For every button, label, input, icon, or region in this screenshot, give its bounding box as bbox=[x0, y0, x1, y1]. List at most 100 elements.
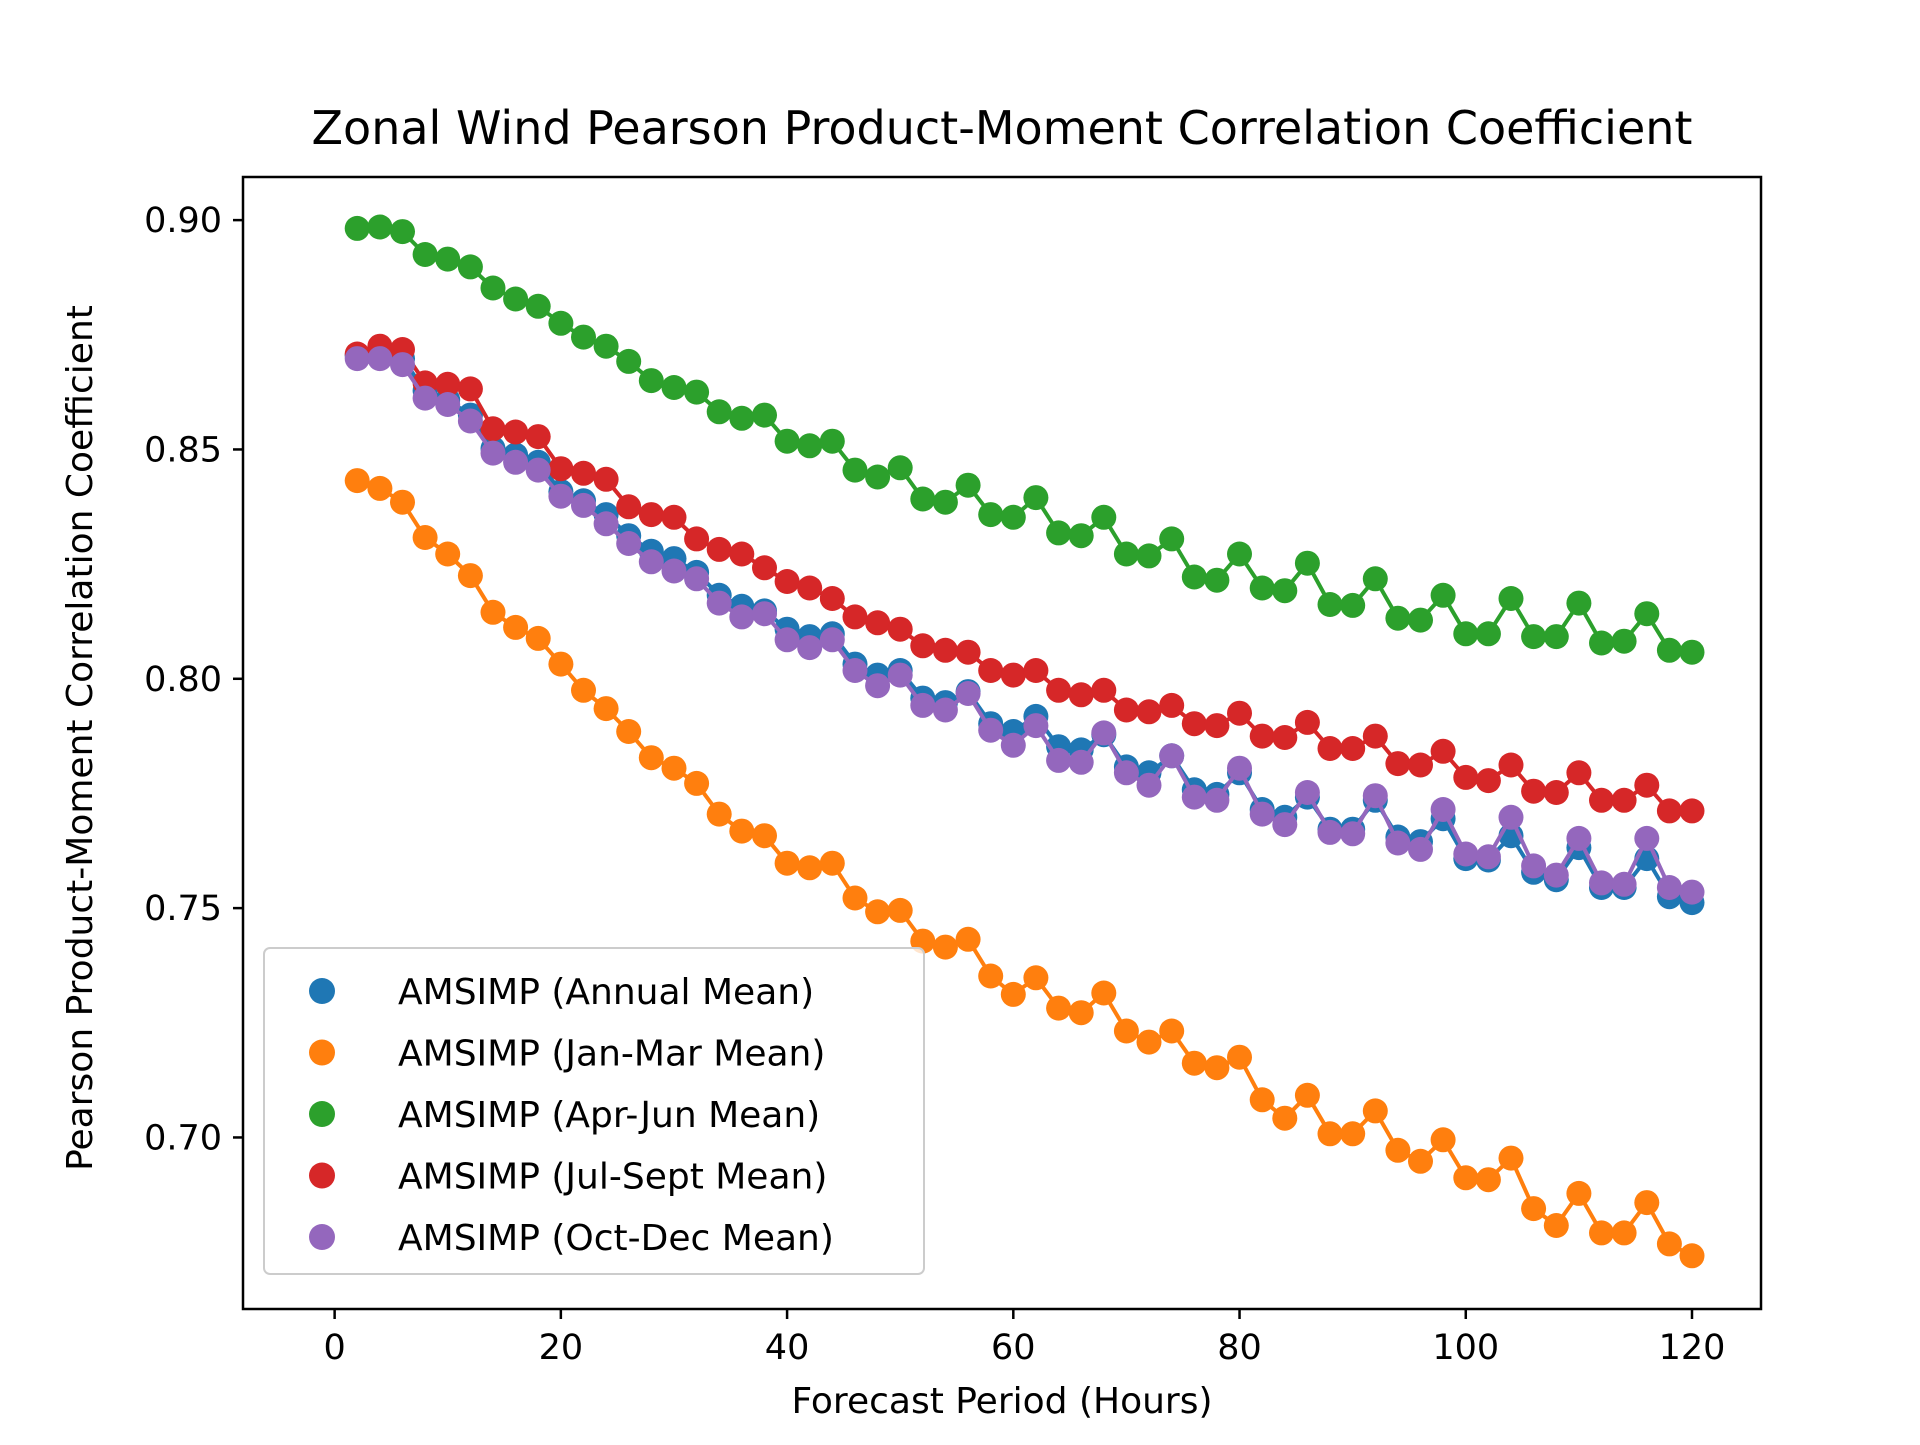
data-point bbox=[1475, 844, 1501, 870]
data-point bbox=[865, 464, 891, 490]
data-point bbox=[638, 745, 664, 771]
data-point bbox=[932, 697, 958, 723]
data-point bbox=[706, 590, 732, 616]
data-point bbox=[910, 633, 936, 659]
data-point bbox=[1385, 605, 1411, 631]
data-point bbox=[1543, 862, 1569, 888]
data-point bbox=[1385, 1137, 1411, 1163]
data-point bbox=[1000, 981, 1026, 1007]
data-point bbox=[1475, 1167, 1501, 1193]
x-tick-label: 60 bbox=[991, 1328, 1036, 1368]
legend-marker bbox=[309, 1162, 335, 1189]
data-point bbox=[1475, 621, 1501, 647]
data-point bbox=[1023, 658, 1049, 683]
data-point bbox=[1475, 768, 1501, 794]
data-point bbox=[932, 637, 958, 663]
data-point bbox=[1136, 699, 1162, 725]
data-point bbox=[797, 635, 823, 661]
data-point bbox=[435, 392, 461, 417]
axes-frame bbox=[241, 175, 1763, 1311]
data-point bbox=[752, 823, 777, 849]
data-point bbox=[638, 549, 664, 575]
data-point bbox=[1204, 567, 1230, 593]
data-point bbox=[503, 449, 529, 475]
data-point bbox=[593, 696, 619, 722]
data-point bbox=[1091, 504, 1117, 530]
data-point bbox=[1227, 700, 1252, 726]
data-point bbox=[729, 405, 755, 431]
data-point bbox=[1362, 783, 1388, 809]
data-point bbox=[1136, 543, 1162, 569]
data-point bbox=[1181, 784, 1207, 810]
data-point bbox=[1294, 709, 1320, 735]
data-point bbox=[1000, 662, 1026, 688]
data-point bbox=[842, 658, 868, 683]
data-point bbox=[1136, 772, 1162, 798]
data-point bbox=[865, 899, 891, 925]
data-point bbox=[1294, 1082, 1320, 1108]
data-point bbox=[1000, 732, 1026, 758]
data-point bbox=[1566, 590, 1592, 616]
data-point bbox=[1385, 830, 1411, 856]
data-point bbox=[752, 402, 777, 428]
data-point bbox=[571, 677, 596, 703]
data-point bbox=[1181, 564, 1207, 590]
data-point bbox=[1589, 787, 1614, 813]
data-point bbox=[390, 352, 415, 378]
data-point bbox=[797, 855, 823, 881]
data-point bbox=[1408, 607, 1433, 633]
data-point bbox=[571, 460, 596, 486]
data-point bbox=[1611, 628, 1637, 654]
data-point bbox=[955, 639, 981, 665]
data-point bbox=[1679, 639, 1705, 665]
data-point bbox=[1679, 798, 1705, 824]
data-point bbox=[1227, 755, 1252, 781]
data-point bbox=[1317, 592, 1343, 617]
legend-label: AMSIMP (Annual Mean) bbox=[398, 972, 814, 1013]
plot-area: 0 20 40 60 80 100 120 0.70 0.75 0.80 0.85 0.90 bbox=[144, 175, 1763, 1368]
data-point bbox=[1589, 1220, 1614, 1246]
data-point bbox=[1430, 582, 1456, 608]
data-point bbox=[638, 368, 664, 394]
data-point bbox=[1113, 697, 1139, 723]
data-point bbox=[1159, 692, 1185, 718]
data-point bbox=[1227, 541, 1252, 567]
data-point bbox=[1566, 825, 1592, 851]
data-point bbox=[910, 486, 936, 512]
data-point bbox=[571, 324, 596, 350]
data-point bbox=[1498, 586, 1524, 611]
data-point bbox=[1091, 720, 1117, 746]
x-tick-label: 80 bbox=[1217, 1328, 1262, 1368]
data-point bbox=[752, 601, 777, 627]
data-point bbox=[819, 627, 845, 653]
x-tick-label: 120 bbox=[1659, 1328, 1726, 1368]
data-point bbox=[1227, 1044, 1252, 1070]
data-point bbox=[367, 346, 393, 372]
data-point bbox=[684, 770, 710, 796]
data-point bbox=[1046, 677, 1072, 703]
data-point bbox=[1589, 870, 1614, 896]
data-point bbox=[865, 610, 891, 636]
data-point bbox=[842, 885, 868, 911]
data-point bbox=[1272, 578, 1298, 604]
x-tick-label: 40 bbox=[765, 1328, 810, 1368]
data-point bbox=[616, 348, 642, 374]
series-2 bbox=[344, 214, 1705, 665]
data-point bbox=[1294, 550, 1320, 576]
data-point bbox=[729, 818, 755, 844]
data-point bbox=[1023, 965, 1049, 991]
data-point bbox=[1272, 725, 1298, 750]
series-1 bbox=[344, 468, 1705, 1269]
data-point bbox=[593, 511, 619, 537]
data-point bbox=[865, 673, 891, 699]
data-point bbox=[1453, 841, 1479, 867]
legend: AMSIMP (Annual Mean) AMSIMP (Jan-Mar Mean… bbox=[263, 947, 925, 1275]
data-point bbox=[548, 310, 574, 336]
data-point bbox=[525, 293, 551, 319]
series-4 bbox=[344, 346, 1705, 905]
data-point bbox=[1611, 871, 1637, 897]
data-point bbox=[616, 494, 642, 520]
data-point bbox=[819, 428, 845, 454]
